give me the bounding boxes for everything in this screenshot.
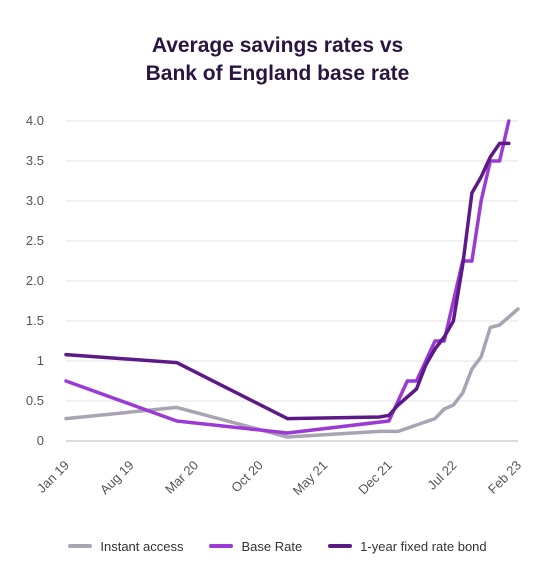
- legend-swatch-base-rate: [209, 544, 234, 548]
- x-tick-label-1: Aug 19: [97, 458, 137, 498]
- y-tick-label-1: 0.5: [26, 393, 44, 408]
- y-tick-label-8: 4.0: [26, 113, 44, 128]
- legend-label-instant-access: Instant access: [100, 538, 184, 554]
- y-tick-label-2: 1: [37, 353, 44, 368]
- chart-title-line-2: Bank of England base rate: [145, 62, 410, 85]
- legend-item-fixed-rate-bond: 1-year fixed rate bond: [328, 536, 487, 556]
- y-tick-label-7: 3.5: [26, 153, 44, 168]
- y-tick-label-0: 0: [37, 433, 44, 448]
- series-line-base-rate: [64, 119, 511, 435]
- series-line-instant-access: [64, 307, 520, 439]
- x-tick-label-2: Mar 20: [162, 458, 201, 497]
- chart-title-line-1: Average savings rates vs: [151, 34, 404, 57]
- legend-label-fixed-rate-bond: 1-year fixed rate bond: [360, 538, 487, 554]
- x-tick-label-6: Jul 22: [424, 458, 459, 493]
- y-tick-label-4: 2.0: [26, 273, 44, 288]
- y-tick-label-5: 2.5: [26, 233, 44, 248]
- legend-label-base-rate: Base Rate: [241, 538, 303, 554]
- legend-item-base-rate: Base Rate: [209, 536, 302, 556]
- y-tick-label-6: 3.0: [26, 193, 44, 208]
- y-tick-label-3: 1.5: [26, 313, 44, 328]
- x-tick-label-5: Dec 21: [355, 458, 395, 498]
- x-tick-label-3: Oct 20: [228, 458, 266, 496]
- legend-swatch-instant-access: [68, 544, 93, 548]
- chart-title: Average savings rates vs Bank of England…: [0, 32, 555, 88]
- legend-swatch-fixed-rate-bond: [328, 544, 353, 548]
- legend-item-instant-access: Instant access: [68, 536, 183, 556]
- series-line-1-year-fixed-rate-bond: [64, 141, 511, 421]
- chart-legend: Instant access Base Rate 1-year fixed ra…: [0, 536, 555, 556]
- x-tick-label-0: Jan 19: [34, 458, 72, 496]
- x-tick-label-7: Feb 23: [485, 458, 524, 497]
- x-tick-label-4: May 21: [290, 458, 331, 499]
